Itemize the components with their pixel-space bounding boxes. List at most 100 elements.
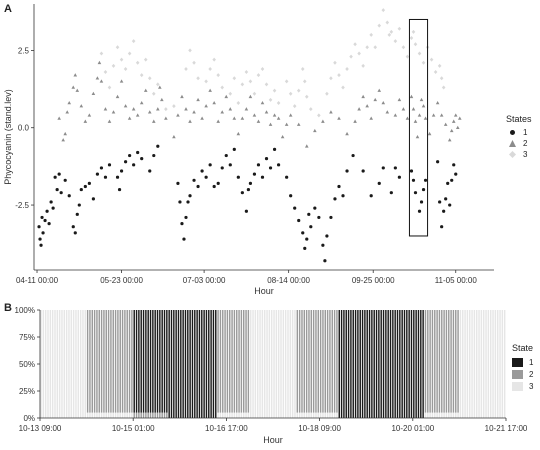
point-state-2: [409, 94, 414, 99]
point-state-2: [71, 85, 76, 89]
point-state-3: [276, 100, 281, 105]
point-state-3: [212, 57, 216, 62]
point-state-2: [103, 107, 108, 111]
bar-state-2: [96, 310, 98, 413]
bar-state-1: [408, 310, 410, 418]
point-state-1: [448, 203, 452, 207]
bar-state-1: [173, 310, 175, 418]
bar-state-3: [331, 412, 333, 418]
point-state-1: [128, 153, 132, 158]
point-state-2: [228, 107, 233, 111]
bar-state-3: [250, 310, 252, 418]
point-state-1: [389, 191, 393, 195]
point-state-2: [405, 116, 410, 120]
legend-label-1: 1: [523, 128, 528, 137]
point-state-2: [419, 97, 424, 102]
point-state-1: [397, 175, 401, 179]
bar-state-2: [142, 412, 145, 418]
bar-state-3: [275, 310, 278, 418]
y-tick-label: 0%: [23, 414, 35, 423]
point-state-3: [345, 66, 349, 71]
point-state-3: [329, 76, 333, 81]
point-state-2: [95, 76, 100, 80]
point-state-1: [103, 175, 108, 179]
point-state-1: [228, 163, 232, 167]
bar-state-3: [496, 310, 499, 418]
bar-state-2: [135, 412, 138, 418]
point-state-3: [381, 8, 386, 13]
bar-state-3: [273, 310, 275, 418]
x-tick-label: 10-21 17:00: [485, 424, 528, 433]
point-state-1: [264, 157, 269, 161]
point-state-1: [423, 178, 428, 182]
bar-state-2: [138, 412, 140, 418]
bar-state-2: [156, 412, 159, 418]
point-state-2: [208, 88, 212, 92]
point-state-2: [236, 131, 241, 136]
bar-state-2: [457, 310, 459, 413]
bar-state-1: [203, 310, 205, 418]
point-state-3: [349, 54, 353, 59]
bar-state-3: [224, 412, 226, 418]
point-state-1: [186, 200, 190, 204]
bar-state-1: [366, 310, 368, 418]
bar-state-3: [480, 310, 483, 418]
point-state-3: [192, 60, 196, 65]
point-state-3: [131, 39, 136, 44]
point-state-2: [160, 97, 164, 102]
point-state-1: [307, 212, 311, 216]
point-state-3: [292, 104, 297, 109]
point-state-1: [248, 181, 253, 185]
point-state-3: [411, 29, 416, 34]
bar-state-3: [303, 412, 306, 418]
x-tick-label: 10-16 17:00: [205, 424, 248, 433]
bar-state-3: [44, 310, 47, 418]
bar-state-2: [121, 310, 124, 413]
point-state-3: [284, 79, 289, 84]
point-state-3: [256, 73, 261, 78]
bar-state-1: [375, 310, 378, 418]
point-state-3: [252, 91, 257, 96]
bar-state-1: [215, 310, 217, 418]
point-state-3: [377, 23, 382, 28]
point-state-1: [240, 191, 244, 195]
bar-state-3: [464, 310, 466, 418]
point-state-3: [385, 20, 390, 25]
point-state-2: [212, 100, 216, 105]
bar-state-3: [128, 412, 131, 418]
series-state-1: [37, 144, 458, 263]
point-state-1: [184, 215, 188, 220]
point-state-3: [317, 113, 321, 118]
point-state-1: [73, 231, 77, 235]
y-tick-label: 75%: [19, 333, 35, 342]
bar-state-2: [140, 412, 142, 418]
point-state-1: [446, 181, 450, 185]
point-state-2: [415, 135, 420, 139]
point-state-2: [139, 100, 144, 105]
point-state-1: [182, 237, 186, 241]
point-state-1: [268, 166, 273, 170]
bar-state-3: [229, 412, 231, 418]
point-state-2: [280, 135, 285, 139]
states-legend-title: States: [506, 114, 532, 124]
point-state-2: [176, 113, 180, 117]
point-state-3: [99, 51, 104, 56]
bar-state-3: [82, 310, 84, 418]
point-state-1: [413, 191, 418, 195]
point-state-1: [321, 243, 325, 247]
legend-item-state-1: 1: [506, 127, 532, 138]
series-state-2: [57, 60, 462, 148]
point-state-1: [39, 243, 43, 247]
series-state-3: [99, 8, 446, 118]
point-state-3: [353, 42, 357, 47]
bar-state-3: [469, 310, 471, 418]
bar-state-3: [40, 310, 42, 418]
bar-state-2: [331, 310, 333, 413]
point-state-1: [409, 169, 414, 173]
legend-label-1: 1: [529, 357, 534, 367]
bar-state-1: [373, 310, 375, 418]
point-state-3: [196, 76, 200, 81]
point-state-3: [409, 36, 414, 41]
point-state-2: [431, 113, 436, 117]
bar-state-2: [326, 310, 329, 413]
